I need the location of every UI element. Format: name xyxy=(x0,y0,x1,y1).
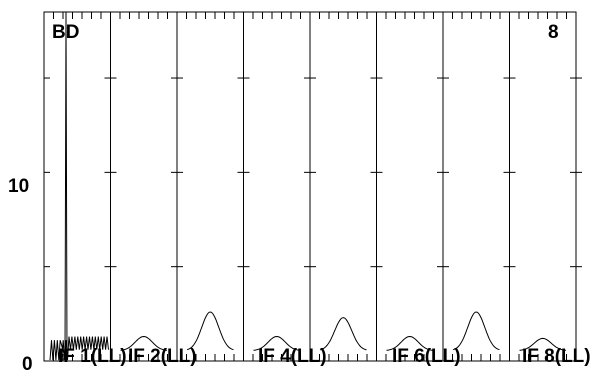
y-tick-label-0: 0 xyxy=(22,354,33,375)
series-trace-6 xyxy=(386,335,434,351)
y-tick-label-10: 10 xyxy=(8,176,29,197)
series-trace-5 xyxy=(319,317,367,351)
panel-labels: IF 1(LL) IF 2(LL) IF 4(LL) IF 6(LL) IF 8(LL) xyxy=(58,346,591,367)
series-trace-1 xyxy=(49,11,109,361)
axis-ticks xyxy=(44,12,582,361)
corner-label-right: 8 xyxy=(548,22,559,43)
series-trace-7 xyxy=(452,311,500,351)
panel-label-0: IF 1(LL) xyxy=(58,346,127,367)
plot-frame xyxy=(43,11,577,362)
panel-label-1: IF 2(LL) xyxy=(128,346,197,367)
panel-label-4: IF 8(LL) xyxy=(522,346,591,367)
panel-label-3: IF 6(LL) xyxy=(392,346,461,367)
series-trace-8 xyxy=(519,337,567,351)
series-trace-3 xyxy=(186,311,234,351)
series-traces xyxy=(49,11,567,361)
series-trace-2 xyxy=(120,335,168,351)
corner-label-left: BD xyxy=(52,22,79,43)
series-trace-4 xyxy=(253,335,301,351)
panel-label-2: IF 4(LL) xyxy=(258,346,327,367)
